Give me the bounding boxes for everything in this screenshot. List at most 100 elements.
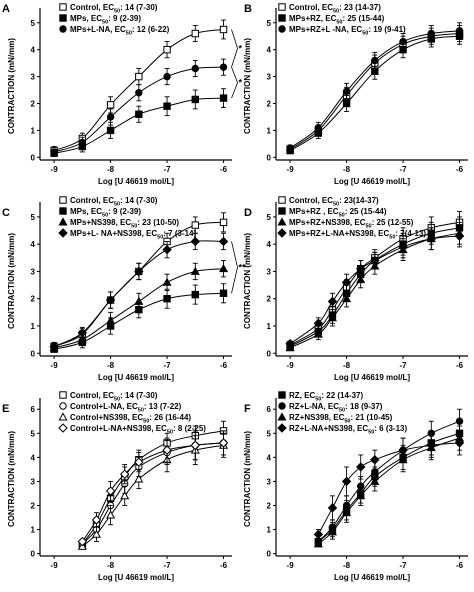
data-point [191,290,199,299]
data-point [342,87,351,96]
x-tick-label: -6 [220,561,228,570]
data-point [105,486,116,496]
y-tick-label: 4 [267,46,272,55]
y-tick-label: 4 [31,453,36,462]
y-tick-label: 3 [31,267,36,276]
legend-marker [58,412,68,421]
y-tick-label: 0 [267,349,272,358]
legend-marker [278,391,286,399]
legend-entry: MPs+NS398, EC50: 23 (10-50) [70,218,179,230]
x-tick-label: -8 [107,561,115,570]
y-tick-label: 6 [31,405,36,414]
y-tick-label: 1 [31,526,36,535]
legend-entry: MPs+RZ , EC50: 25 (15-44) [289,207,387,219]
x-tick-label: -9 [287,361,295,370]
data-point [219,25,228,34]
legend-marker [278,3,286,11]
data-point [398,445,408,455]
data-point [341,476,352,487]
legend-marker [59,25,67,33]
data-point [91,515,102,525]
y-tick-label: 1 [31,126,36,135]
data-point [106,315,116,324]
series-1 [286,25,464,153]
legend-marker [59,402,67,410]
panel-d: D 0 1 2 3 4 5 -9 -8 -7 -6 Log [U 46619 mol/L] CONTRA… [243,196,468,382]
y-tick-label: 1 [31,322,36,331]
data-point [134,474,144,483]
legend-marker [278,14,286,22]
y-tick-label: 0 [31,153,36,162]
data-point [106,113,115,121]
series-line [318,432,460,542]
y-tick-label: 4 [267,453,272,462]
y-tick-label: 4 [31,46,36,55]
series-3 [50,58,228,156]
data-point [135,89,143,97]
x-tick-label: -7 [163,561,171,570]
y-tick-label: 5 [267,213,272,222]
data-point [455,417,464,425]
data-point [49,341,59,352]
y-tick-label: 5 [31,19,36,28]
y-tick-label: 2 [31,295,36,304]
panel-letter: F [244,403,251,415]
data-point [190,440,201,451]
series-3 [77,432,229,550]
data-point [191,64,199,73]
data-point [219,63,228,71]
legend-entry: MPs, EC50: 9 (2-39) [70,207,141,219]
x-axis-label: Log [U 46619 mol/L] [334,177,410,186]
legend-marker [277,423,287,433]
y-tick-label: 1 [267,126,272,135]
x-tick-label: -9 [287,561,295,570]
x-tick-label: -9 [51,561,59,570]
data-point [285,339,295,349]
data-point [162,445,172,455]
data-point [218,264,229,273]
series-3 [285,221,465,352]
data-point [105,295,116,305]
data-point [426,234,437,244]
legend-entry: Control+L-NA+NS398, EC50: 8 (2-25) [70,424,206,436]
legend-entry: RZ+L-NA+NS398, EC50: 6 (3-13) [289,424,408,436]
series-3 [313,425,465,548]
data-point [314,124,323,132]
legend-entry: Control, EC50: 14 (7-30) [70,391,158,403]
data-point [286,144,294,152]
y-tick-label: 0 [31,349,36,358]
panel-letter: C [2,207,10,219]
legend-entry: Control+NS398, EC50: 26 (16-44) [70,413,191,425]
series-line [289,30,460,149]
data-point [426,440,437,451]
legend-marker [278,207,286,215]
y-tick-label: 6 [267,405,272,414]
legend: RZ, EC50: 22 (14-37)RZ+L-NA, EC50: 18 (9… [277,391,408,436]
data-point [370,255,380,266]
data-point [77,328,88,338]
data-point [342,507,352,517]
series-line [82,444,224,547]
panel-f: F 0 1 2 3 4 5 6 -9 -8 -7 -6 Log [U 46619 mol/L] CONTR… [243,391,468,582]
y-tick-label: 2 [267,295,272,304]
legend-marker [278,196,286,204]
significance-bracket [231,67,238,99]
x-tick-label: -6 [220,165,228,174]
panel-c: C 0 1 2 3 4 5 -9 -8 -7 -6 Log [U 46619 mol/L] CONTRA… [2,196,246,382]
x-tick-label: -8 [343,361,351,370]
data-point [78,138,87,147]
legend-entry: Control, EC50: 14 (7-30) [70,3,158,15]
x-tick-label: -8 [343,561,351,570]
data-point [162,244,172,255]
data-point [120,491,130,500]
data-point [219,218,228,227]
data-point [106,101,115,109]
legend-entry: Control+L-NA, EC50: 13 (7-22) [70,402,182,414]
data-point [134,266,144,277]
legend-marker [277,217,287,226]
y-tick-label: 2 [31,99,36,108]
x-axis-label: Log [U 46619 mol/L] [334,373,410,382]
data-point [163,45,171,54]
data-point [162,277,172,286]
y-tick-label: 3 [267,73,272,82]
